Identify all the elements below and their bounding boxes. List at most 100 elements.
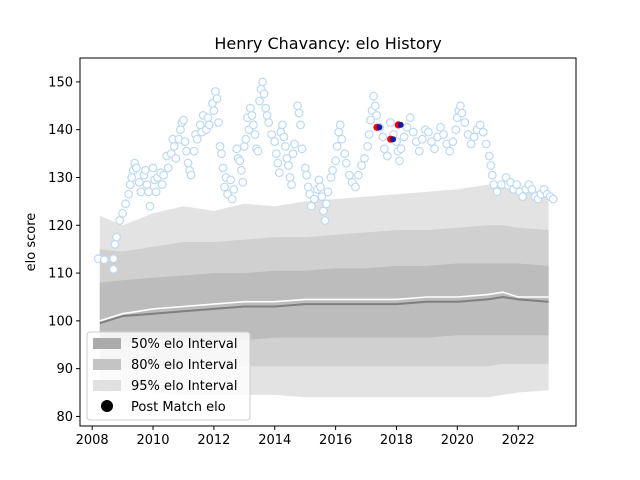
post-match-point: [235, 156, 245, 166]
post-match-point: [436, 122, 446, 132]
post-match-point: [255, 96, 264, 106]
post-match-point: [124, 189, 134, 199]
post-match-point: [157, 180, 167, 190]
post-match-point: [399, 132, 409, 142]
legend-marker-post-match: [101, 400, 113, 412]
post-match-point: [212, 94, 222, 103]
post-match-point: [204, 120, 214, 130]
post-match-point: [357, 161, 366, 170]
x-tick-label: 2008: [76, 433, 109, 448]
post-match-point: [245, 103, 255, 113]
post-match-point: [457, 108, 467, 118]
x-tick-label: 2020: [441, 433, 474, 448]
post-match-point: [302, 170, 312, 180]
post-match-point: [317, 192, 327, 202]
post-match-point: [264, 118, 274, 127]
post-match-point: [241, 134, 251, 144]
y-tick-label: 130: [48, 171, 73, 186]
post-match-point: [189, 146, 199, 156]
post-match-point: [309, 194, 319, 204]
post-match-point: [378, 132, 388, 142]
post-match-point: [169, 141, 179, 151]
legend-swatch-50: [93, 338, 121, 349]
post-match-point: [320, 216, 330, 225]
post-match-point: [408, 127, 418, 137]
x-tick-label: 2010: [136, 433, 169, 448]
post-match-point: [142, 180, 152, 190]
post-match-point: [284, 161, 293, 170]
post-match-point: [247, 110, 257, 120]
post-match-point: [405, 113, 415, 123]
post-match-point: [140, 165, 150, 175]
y-axis: 80 90 100 110 120 130 140 150: [48, 75, 80, 425]
post-match-point: [328, 165, 338, 175]
interval-50-band: [99, 263, 549, 343]
post-match-point: [110, 239, 120, 249]
post-match-point: [131, 163, 141, 173]
post-match-point: [159, 170, 169, 180]
post-match-point: [279, 132, 289, 142]
post-match-point: [148, 163, 158, 173]
post-match-point: [209, 106, 219, 115]
legend-label-80: 80% elo Interval: [131, 358, 238, 373]
post-match-point: [414, 146, 424, 156]
post-match-point: [372, 110, 382, 120]
post-match-point: [278, 120, 287, 130]
post-match-point: [424, 127, 433, 137]
legend-swatch-80: [93, 359, 121, 370]
legend-label-post-match: Post Match elo: [131, 400, 226, 415]
post-match-point: [445, 146, 455, 156]
post-match-point: [337, 134, 347, 144]
y-tick-label: 150: [48, 75, 73, 90]
post-match-point: [448, 137, 458, 147]
post-match-point: [183, 158, 193, 168]
legend: 50% elo Interval 80% elo Interval 95% el…: [86, 331, 251, 421]
post-match-point: [99, 255, 109, 265]
post-match-point: [382, 151, 392, 161]
post-match-point: [287, 180, 296, 190]
post-match-point: [486, 161, 496, 170]
chart-title: Henry Chavancy: elo History: [214, 34, 441, 53]
post-match-point: [215, 141, 225, 151]
post-match-point: [250, 130, 260, 139]
post-match-point: [300, 163, 310, 173]
post-match-point: [395, 156, 404, 166]
post-match-point: [227, 194, 237, 204]
post-match-point: [112, 232, 121, 242]
post-match-point: [360, 153, 369, 163]
post-match-point: [180, 137, 190, 147]
post-match-point: [466, 139, 476, 149]
player-elo-line: [99, 291, 549, 322]
y-tick-label: 120: [48, 219, 73, 234]
post-match-point: [303, 182, 313, 192]
legend-label-50: 50% elo Interval: [131, 337, 238, 352]
x-tick-label: 2014: [258, 433, 291, 448]
post-match-points: [93, 77, 558, 274]
post-match-point: [109, 264, 118, 274]
post-match-point: [239, 141, 249, 151]
post-match-point: [134, 177, 144, 187]
legend-box: [86, 331, 251, 421]
post-match-point: [478, 127, 488, 137]
highlight-point: [387, 135, 397, 143]
post-match-point: [294, 108, 304, 118]
post-match-point: [319, 206, 328, 216]
post-match-point: [363, 141, 373, 151]
post-match-point: [351, 182, 360, 192]
post-match-point: [285, 173, 295, 182]
post-match-point: [175, 125, 185, 135]
post-match-point: [145, 201, 155, 211]
post-match-point: [326, 173, 336, 182]
post-match-point: [232, 144, 242, 154]
post-match-point: [369, 91, 379, 101]
post-match-point: [217, 149, 226, 159]
post-match-point: [334, 127, 344, 137]
post-match-point: [323, 187, 333, 197]
post-match-point: [182, 146, 191, 156]
post-match-point: [456, 101, 465, 111]
post-match-point: [186, 170, 196, 180]
post-match-point: [288, 149, 298, 159]
x-tick-label: 2022: [502, 433, 535, 448]
post-match-point: [115, 216, 124, 225]
